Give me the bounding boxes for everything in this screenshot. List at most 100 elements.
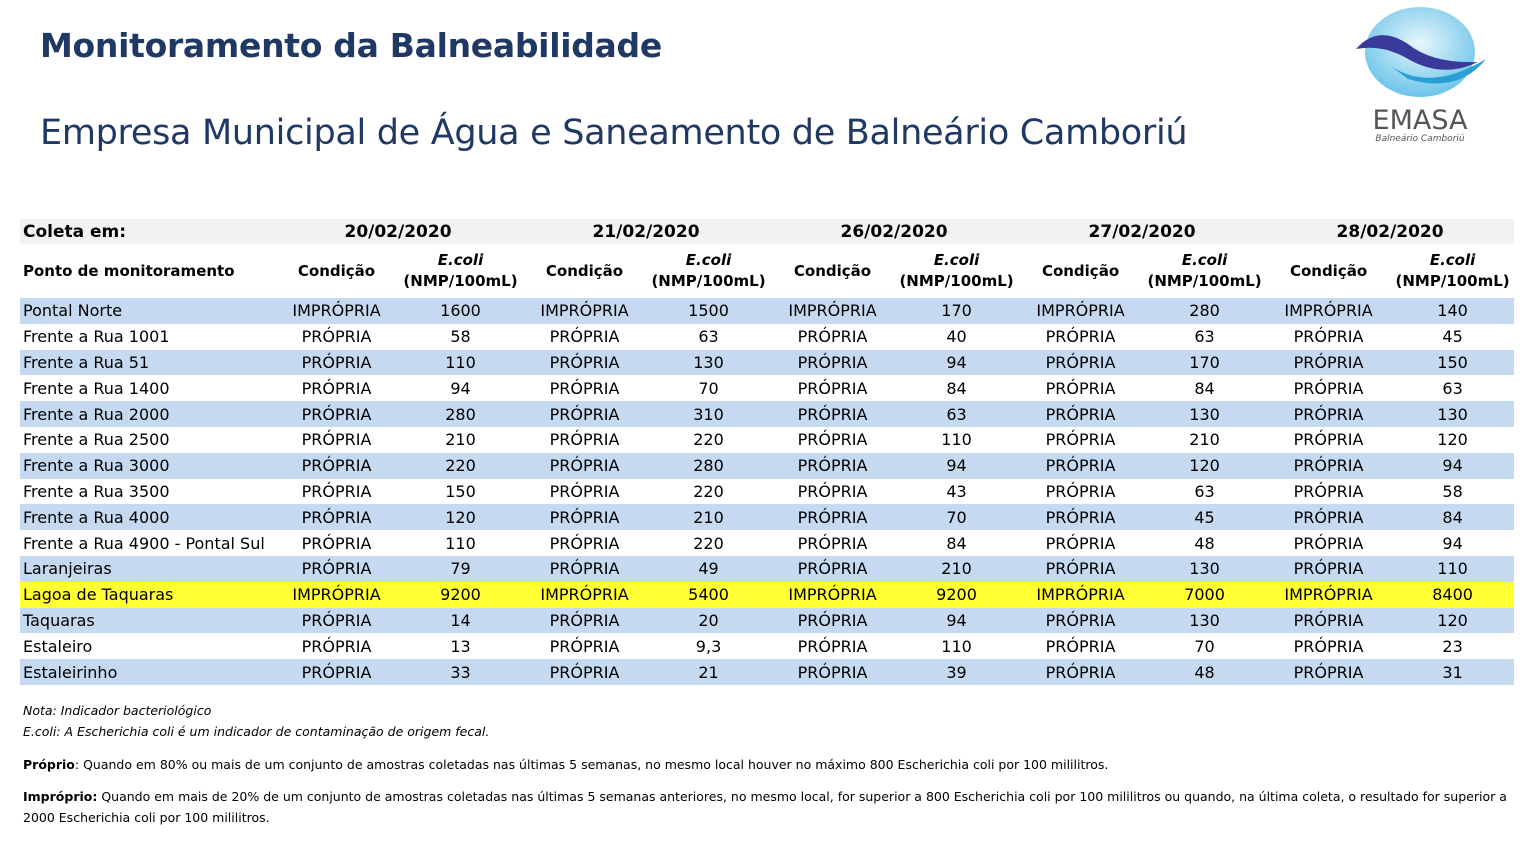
ecoli-cell: 58 (1442, 481, 1463, 501)
table-row: Frente a Rua 2000 PRÓPRIA 280 PRÓPRIA 310 PRÓ… (20, 401, 1515, 427)
ecoli-cell: 5400 (688, 585, 729, 605)
condition-cell: PRÓPRIA (797, 404, 868, 424)
condition-cell: PRÓPRIA (549, 456, 620, 476)
ecoli-cell: 220 (693, 533, 724, 553)
ecoli-cell: 150 (1437, 352, 1468, 372)
ecoli-cell: 49 (698, 559, 719, 579)
condition-cell: PRÓPRIA (1293, 352, 1364, 372)
table-row: Estaleiro PRÓPRIA 13 PRÓPRIA 9,3 PRÓPRIA 110 PR… (20, 633, 1514, 659)
ecoli-cell: 63 (698, 327, 719, 347)
condition-cell: PRÓPRIA (549, 327, 620, 347)
table-header: Coleta em: 20/02/2020 21/02/2020 26/02/2020… (20, 219, 1515, 298)
ecoli-cell: 220 (693, 430, 724, 450)
condition-cell: PRÓPRIA (1045, 481, 1116, 501)
ecoli-cell: 58 (450, 327, 471, 347)
condition-cell: PRÓPRIA (301, 662, 372, 682)
ecoli-cell: 120 (1437, 610, 1468, 630)
point-name: Frente a Rua 4000 (23, 507, 170, 527)
condition-cell: IMPRÓPRIA (1036, 585, 1125, 605)
ecoli-cell: 210 (1189, 430, 1220, 450)
condition-cell: PRÓPRIA (1293, 662, 1364, 682)
header-row: Coleta em: 20/02/2020 21/02/2020 26/02/2020… (20, 219, 1515, 244)
ecoli-cell: 130 (1189, 610, 1220, 630)
header-unit: (NMP/100mL) (899, 272, 1014, 290)
ecoli-cell: 220 (445, 456, 476, 476)
header-ecoli: E.coli (685, 251, 732, 269)
condition-cell: PRÓPRIA (301, 456, 372, 476)
ecoli-cell: 170 (1189, 352, 1220, 372)
condition-cell: PRÓPRIA (301, 507, 372, 527)
note: E.coli: A Escherichia coli é um indicado… (23, 724, 490, 739)
condition-cell: PRÓPRIA (301, 352, 372, 372)
ecoli-cell: 130 (693, 352, 724, 372)
ecoli-cell: 280 (445, 404, 476, 424)
condition-cell: PRÓPRIA (301, 533, 372, 553)
date-header: 21/02/2020 (592, 221, 700, 242)
ecoli-cell: 120 (1189, 456, 1220, 476)
note-text: Quando em mais de 20% de um conjunto de … (23, 789, 1507, 825)
ecoli-cell: 70 (698, 378, 719, 398)
condition-cell: PRÓPRIA (1045, 507, 1116, 527)
condition-cell: PRÓPRIA (797, 430, 868, 450)
ecoli-cell: 110 (445, 533, 476, 553)
ecoli-cell: 8400 (1432, 585, 1473, 605)
ecoli-cell: 21 (698, 662, 719, 682)
ecoli-cell: 40 (946, 327, 967, 347)
condition-cell: IMPRÓPRIA (1036, 301, 1125, 321)
ecoli-cell: 210 (941, 559, 972, 579)
condition-cell: PRÓPRIA (1045, 662, 1116, 682)
ecoli-cell: 70 (1194, 636, 1215, 656)
header-cell: Coleta em: (23, 221, 127, 242)
balneability-table: Coleta em: 20/02/2020 21/02/2020 26/02/2020… (20, 219, 1515, 685)
header-unit: (NMP/100mL) (1395, 272, 1510, 290)
logo: EMASA Balneário Camboriú (1356, 7, 1486, 144)
ecoli-cell: 63 (1442, 378, 1463, 398)
header-unit: (NMP/100mL) (651, 272, 766, 290)
ecoli-cell: 210 (693, 507, 724, 527)
condition-cell: PRÓPRIA (1293, 430, 1364, 450)
ecoli-cell: 84 (1442, 507, 1463, 527)
condition-cell: PRÓPRIA (301, 404, 372, 424)
condition-cell: PRÓPRIA (549, 481, 620, 501)
condition-cell: PRÓPRIA (1045, 559, 1116, 579)
ecoli-cell: 63 (1194, 327, 1215, 347)
condition-cell: PRÓPRIA (301, 636, 372, 656)
ecoli-cell: 84 (946, 533, 967, 553)
point-name: Taquaras (23, 610, 95, 630)
condition-cell: PRÓPRIA (1045, 327, 1116, 347)
point-name: Frente a Rua 4900 - Pontal Sul (23, 533, 265, 553)
condition-cell: PRÓPRIA (797, 610, 868, 630)
header-cell: E.coli (NMP/100mL) (399, 244, 522, 298)
page-subtitle: Empresa Municipal de Água e Saneamento d… (40, 113, 1188, 153)
condition-cell: PRÓPRIA (1045, 610, 1116, 630)
ecoli-cell: 84 (1194, 378, 1215, 398)
table-row: Frente a Rua 1400 PRÓPRIA 94 PRÓPRIA 70 PRÓPR… (20, 375, 1514, 401)
ecoli-cell: 9200 (440, 585, 481, 605)
header-ecoli: E.coli (933, 251, 980, 269)
point-name: Estaleiro (23, 636, 93, 656)
page-title: Monitoramento da Balneabilidade (40, 26, 662, 65)
point-name: Frente a Rua 1400 (23, 378, 170, 398)
ecoli-cell: 120 (445, 507, 476, 527)
point-name: Frente a Rua 3000 (23, 456, 170, 476)
logo-place: Balneário Camboriú (1375, 134, 1465, 144)
ecoli-cell: 94 (946, 610, 967, 630)
ecoli-cell: 94 (946, 352, 967, 372)
point-name: Frente a Rua 1001 (23, 327, 170, 347)
condition-cell: PRÓPRIA (549, 507, 620, 527)
header-unit: (NMP/100mL) (1147, 272, 1262, 290)
ecoli-cell: 9200 (936, 585, 977, 605)
condition-cell: PRÓPRIA (549, 636, 620, 656)
table-row: Frente a Rua 4000 PRÓPRIA 120 PRÓPRIA 210 PRÓ… (20, 504, 1515, 531)
condition-cell: PRÓPRIA (301, 327, 372, 347)
ecoli-cell: 130 (1437, 404, 1468, 424)
point-name: Frente a Rua 2000 (23, 404, 170, 424)
date-header: 26/02/2020 (840, 221, 948, 242)
condition-cell: PRÓPRIA (1293, 636, 1364, 656)
ecoli-cell: 110 (445, 352, 476, 372)
point-name: Frente a Rua 2500 (23, 430, 170, 450)
ecoli-cell: 94 (1442, 456, 1463, 476)
ecoli-cell: 140 (1437, 301, 1468, 321)
